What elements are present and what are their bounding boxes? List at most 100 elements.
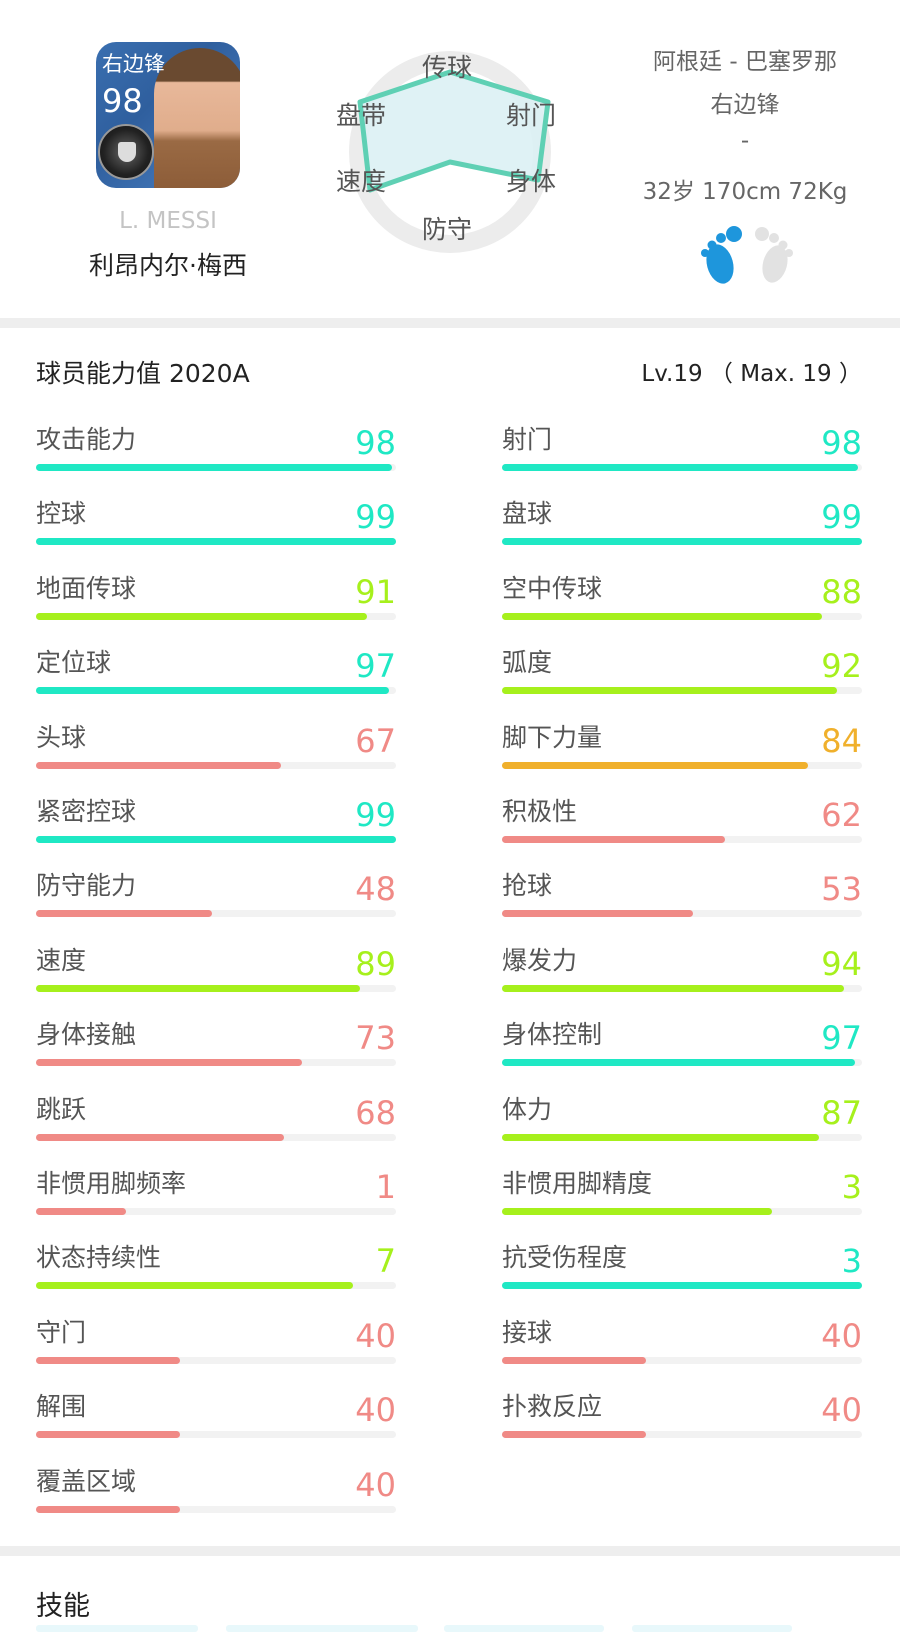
stat-bar-fill [502, 1282, 862, 1290]
club-badge-icon [98, 124, 154, 180]
stat-bar-fill [36, 836, 396, 843]
player-photo [154, 48, 240, 188]
stat-bar-track [36, 464, 396, 471]
stat-bar-fill [502, 612, 823, 620]
stat-value: 92 [821, 647, 862, 686]
stat-bar-track [502, 1431, 862, 1439]
radar-label-defending: 防守 [422, 215, 473, 244]
stat-bar-fill [502, 984, 844, 992]
skills-title: 技能 [36, 1591, 90, 1622]
stat-value: 40 [355, 1465, 396, 1504]
stat-bar-fill [36, 1059, 303, 1067]
stat-value: 98 [821, 424, 862, 462]
stat-row: 体力 87 [502, 1090, 862, 1162]
stat-row: 抗受伤程度 3 [502, 1238, 862, 1310]
stat-bar-fill [502, 538, 862, 546]
stat-bar-track [502, 464, 862, 471]
stat-row: 速度 89 [36, 941, 396, 1013]
stat-row: 头球 67 [36, 718, 396, 790]
player-position: 右边锋 [710, 92, 780, 118]
stat-row: 射门 98 [502, 420, 862, 492]
stat-bar-track [502, 910, 862, 918]
stat-value: 40 [821, 1316, 862, 1355]
skill-tag[interactable] [36, 1625, 198, 1632]
abilities-title: 球员能力值 2020A [36, 359, 250, 388]
stat-value: 99 [355, 498, 396, 537]
radar-chart: 传球 射门 身体 防守 速度 盘带 [330, 30, 590, 260]
section-divider [0, 1546, 900, 1556]
stat-bar-fill [36, 761, 281, 769]
stat-row: 非惯用脚频率 1 [36, 1164, 396, 1236]
stat-bar-track [36, 1059, 396, 1067]
stat-bar-fill [502, 1356, 646, 1364]
stat-bar-fill [36, 687, 389, 695]
stat-label: 守门 [36, 1317, 87, 1347]
stat-label: 跳跃 [36, 1094, 87, 1124]
skill-tag[interactable] [632, 1625, 792, 1632]
stat-bar-fill [502, 1133, 819, 1141]
stat-label: 防守能力 [36, 871, 137, 901]
stat-label: 状态持续性 [36, 1243, 162, 1273]
stat-label: 空中传球 [502, 573, 603, 603]
nationality-club: 阿根廷 - 巴塞罗那 [653, 49, 837, 75]
stat-value: 88 [821, 572, 862, 611]
stat-label: 脚下力量 [502, 722, 603, 752]
stat-bar-track [36, 836, 396, 843]
stat-bar-fill [502, 687, 837, 695]
stat-label: 定位球 [36, 648, 112, 678]
stat-value: 91 [355, 572, 396, 611]
stat-bar-track [36, 910, 396, 918]
player-physical: 32岁 170cm 72Kg [642, 179, 848, 205]
stat-value: 73 [355, 1019, 396, 1058]
stat-value: 67 [355, 721, 396, 760]
stat-bar-fill [502, 1059, 855, 1067]
stat-bar-track [36, 1356, 396, 1364]
skill-tag[interactable] [444, 1625, 604, 1632]
player-card-avatar[interactable]: 右边锋 98 [96, 42, 240, 188]
stat-row: 身体接触 73 [36, 1015, 396, 1087]
stat-bar-track [36, 761, 396, 769]
stat-bar-track [502, 1059, 862, 1067]
card-position: 右边锋 [102, 52, 165, 76]
stat-bar-track [36, 612, 396, 620]
stat-bar-track [502, 538, 862, 546]
stat-value: 7 [375, 1242, 396, 1281]
stat-row: 覆盖区域 40 [36, 1462, 396, 1534]
stat-bar-fill [502, 836, 726, 843]
stat-bar-track [502, 1133, 862, 1141]
stat-bar-fill [36, 464, 393, 471]
stat-bar-fill [36, 1505, 180, 1513]
stat-value: 1 [375, 1168, 396, 1206]
stat-label: 覆盖区域 [36, 1466, 137, 1496]
stat-value: 3 [841, 1168, 862, 1206]
stat-bar-track [36, 984, 396, 992]
stat-value: 40 [821, 1391, 862, 1430]
stat-label: 非惯用脚频率 [36, 1169, 187, 1198]
stat-label: 身体接触 [36, 1020, 137, 1050]
stat-bar-track [36, 687, 396, 695]
stat-row: 紧密控球 99 [36, 792, 396, 864]
level-indicator: Lv.19 （ Max. 19 ） [641, 361, 862, 387]
stat-row: 地面传球 91 [36, 569, 396, 641]
radar-label-passing: 传球 [422, 53, 473, 82]
radar-label-shooting: 射门 [506, 101, 557, 130]
stat-row: 盘球 99 [502, 494, 862, 566]
stat-label: 抢球 [502, 871, 553, 901]
stat-value: 87 [821, 1093, 862, 1132]
stat-bar-track [502, 761, 862, 769]
strong-foot-icon [701, 226, 793, 284]
stat-label: 紧密控球 [36, 797, 137, 826]
stat-bar-fill [36, 984, 360, 992]
stat-row: 接球 40 [502, 1313, 862, 1385]
radar-label-speed: 速度 [336, 167, 387, 196]
stat-row: 定位球 97 [36, 643, 396, 715]
skill-tag[interactable] [226, 1625, 418, 1632]
stat-label: 射门 [502, 425, 553, 454]
stat-row: 解围 40 [36, 1387, 396, 1459]
radar-label-physical: 身体 [506, 167, 557, 196]
stat-row: 跳跃 68 [36, 1090, 396, 1162]
stat-bar-fill [502, 761, 808, 769]
stat-row: 身体控制 97 [502, 1015, 862, 1087]
stat-bar-track [36, 1208, 396, 1215]
stat-row: 攻击能力 98 [36, 420, 396, 492]
